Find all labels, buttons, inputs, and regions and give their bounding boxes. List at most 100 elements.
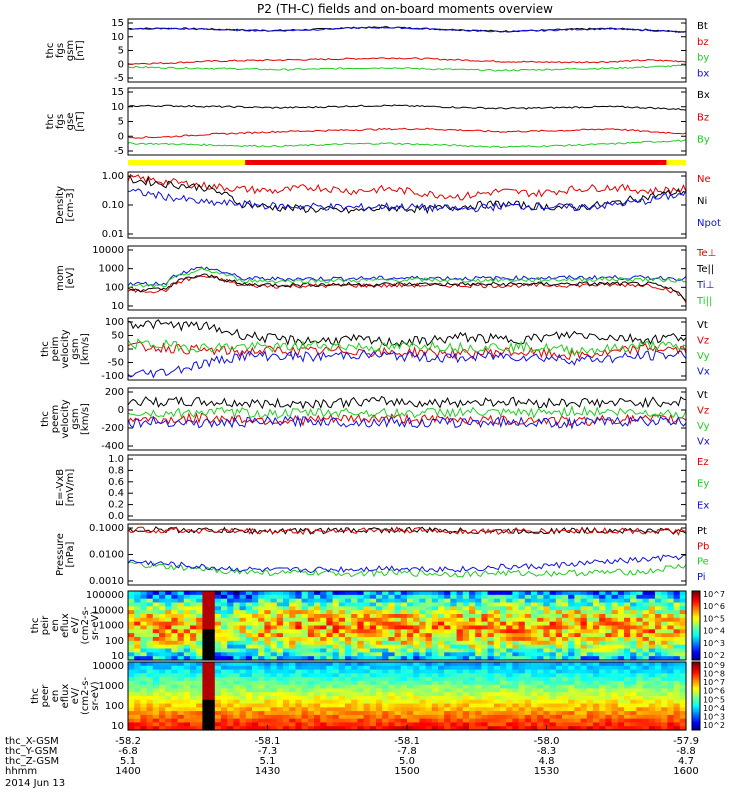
heatmap-cell: [475, 680, 482, 686]
colorbar-cell: [692, 673, 700, 677]
heatmap-cell: [617, 648, 625, 653]
heatmap-cell: [667, 652, 675, 657]
heatmap-cell: [512, 688, 520, 693]
heatmap-cell: [586, 598, 594, 604]
heatmap-cell: [177, 718, 185, 724]
heatmap-cell: [425, 644, 433, 650]
heatmap-cell: [661, 703, 668, 708]
heatmap-cell: [283, 673, 290, 678]
heatmap-cell: [376, 673, 383, 678]
heatmap-cell: [165, 625, 172, 630]
heatmap-cell: [301, 652, 309, 657]
heatmap-cell: [245, 606, 253, 611]
heatmap-cell: [382, 673, 389, 678]
heatmap-cell: [549, 598, 557, 604]
heatmap-cell: [394, 726, 402, 731]
heatmap-cell: [326, 707, 334, 712]
heatmap-cell: [264, 665, 272, 671]
heatmap-cell: [190, 665, 197, 671]
colorbar-cell: [692, 696, 700, 699]
heatmap-cell: [456, 680, 464, 686]
heatmap-cell: [425, 718, 433, 724]
heatmap-cell: [146, 703, 154, 708]
heatmap-cell: [183, 656, 191, 661]
heatmap-cell: [444, 722, 451, 727]
heatmap-cell: [338, 714, 346, 720]
heatmap-cell: [326, 677, 334, 682]
heatmap-cell: [413, 640, 420, 646]
heatmap-cell: [617, 614, 625, 619]
heatmap-cell: [568, 665, 575, 671]
heatmap-cell: [227, 629, 234, 634]
heatmap-cell: [580, 633, 588, 638]
heatmap-cell: [177, 726, 185, 731]
heatmap-cell: [320, 714, 327, 720]
heatmap-cell: [506, 637, 513, 642]
heatmap-cell: [655, 606, 662, 611]
heatmap-cell: [159, 598, 166, 604]
heatmap-cell: [165, 598, 172, 604]
heatmap-cell: [332, 633, 340, 638]
heatmap-cell: [586, 629, 594, 634]
heatmap-cell: [549, 629, 557, 634]
heatmap-cell: [208, 692, 216, 697]
heatmap-cell: [512, 703, 520, 708]
heatmap-cell: [295, 629, 303, 634]
heatmap-cell: [369, 692, 377, 697]
heatmap-cell: [245, 652, 253, 657]
heatmap-cell: [549, 699, 557, 705]
heatmap-cell: [320, 591, 327, 596]
heatmap-cell: [307, 722, 315, 727]
heatmap-cell: [518, 633, 526, 638]
heatmap-cell: [562, 673, 569, 678]
heatmap-cell: [673, 699, 681, 705]
heatmap-cell: [642, 714, 650, 720]
heatmap-cell: [233, 629, 241, 634]
heatmap-cell: [599, 594, 606, 600]
heatmap-cell: [357, 594, 365, 600]
heatmap-cell: [233, 688, 241, 693]
heatmap-cell: [159, 662, 166, 667]
heatmap-cell: [648, 637, 656, 642]
heatmap-cell: [283, 696, 290, 701]
heatmap-cell: [276, 652, 284, 657]
heatmap-cell: [518, 707, 526, 712]
heatmap-cell: [419, 673, 427, 678]
heatmap-cell: [183, 680, 191, 686]
heatmap-cell: [655, 629, 662, 634]
heatmap-cell: [301, 688, 309, 693]
heatmap-cell: [500, 621, 507, 627]
heatmap-cell: [568, 652, 575, 657]
heatmap-cell: [667, 707, 675, 712]
heatmap-cell: [487, 652, 495, 657]
heatmap-cell: [221, 637, 228, 642]
heatmap-cell: [345, 707, 352, 712]
heatmap-cell: [177, 669, 185, 674]
heatmap-cell: [431, 699, 439, 705]
heatmap-cell: [475, 591, 482, 596]
heatmap-cell: [196, 656, 203, 661]
heatmap-cell: [617, 726, 625, 731]
heatmap-cell: [419, 707, 427, 712]
heatmap-cell: [239, 625, 247, 630]
ytick-label: -50: [108, 358, 124, 369]
heatmap-cell: [252, 662, 259, 667]
heatmap-cell: [667, 699, 675, 705]
heatmap-cell: [624, 617, 631, 623]
heatmap-cell: [543, 594, 551, 600]
heatmap-cell: [549, 594, 557, 600]
legend-bx: Bx: [697, 90, 710, 101]
heatmap-cell: [425, 703, 433, 708]
heatmap-cell: [283, 680, 290, 686]
heatmap-cell: [438, 684, 445, 690]
ylabel-line: thc: [45, 43, 56, 59]
heatmap-cell: [376, 726, 383, 731]
heatmap-cell: [555, 703, 563, 708]
heatmap-cell: [376, 703, 383, 708]
heatmap-cell: [450, 711, 458, 716]
heatmap-cell: [469, 665, 476, 671]
heatmap-cell: [580, 726, 588, 731]
heatmap-cell: [537, 699, 544, 705]
series-te⊥: [127, 274, 687, 304]
heatmap-cell: [493, 703, 501, 708]
